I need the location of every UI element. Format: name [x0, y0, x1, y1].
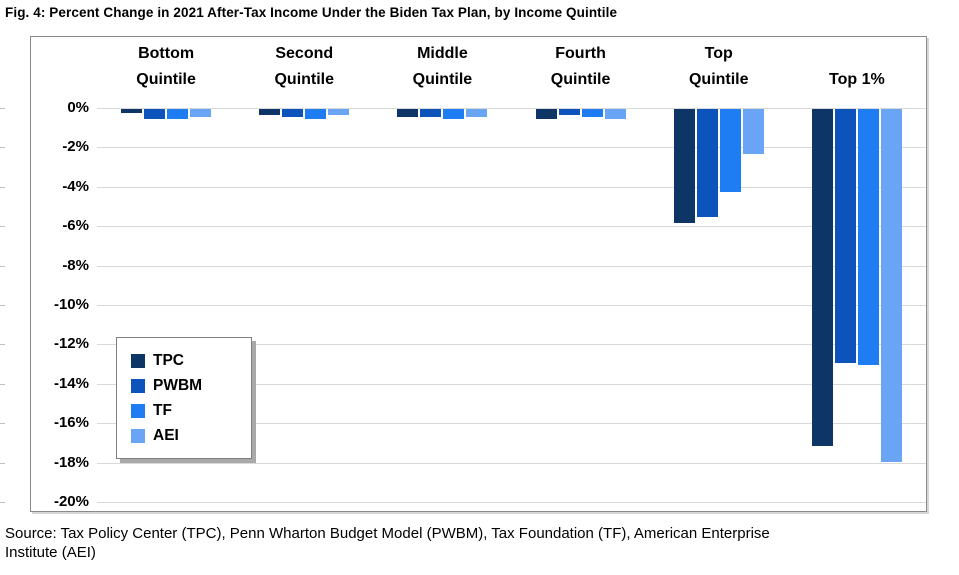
bar-tpc: [121, 109, 143, 113]
category-label: Top 1%: [782, 39, 932, 93]
y-axis-tick: [0, 108, 5, 109]
bar-pwbm: [558, 109, 580, 115]
y-tick-label: -10%: [53, 296, 89, 313]
bar-pwbm: [696, 109, 718, 218]
y-axis-tick: [0, 226, 5, 228]
y-axis-tick: [0, 305, 5, 306]
category-label: Top Quintile: [644, 39, 794, 93]
source-line-1: Source: Tax Policy Center (TPC), Penn Wh…: [5, 525, 770, 542]
gridline: [97, 265, 926, 267]
legend-color-chip: [131, 378, 145, 393]
chart-legend: TPC PWBM TF AEI: [116, 337, 252, 459]
category-label-line: Bottom: [138, 45, 195, 62]
bar-group-fourth-quintile: [535, 109, 626, 119]
legend-item-pwbm: PWBM: [131, 377, 251, 395]
y-tick-label: -16%: [53, 414, 89, 432]
y-tick-label: -18%: [53, 453, 89, 471]
gridline: [97, 108, 926, 109]
bar-group-bottom-quintile: [121, 109, 212, 119]
bar-pwbm: [144, 109, 166, 119]
y-tick-label: -12%: [53, 335, 89, 353]
category-label: Fourth Quintile: [506, 39, 656, 93]
bar-group-top-quintile: [673, 109, 764, 224]
category-label-line: Middle: [417, 45, 468, 62]
chart-title: Fig. 4: Percent Change in 2021 After-Tax…: [5, 5, 618, 20]
bar-aei: [880, 109, 902, 462]
gridline: [97, 462, 926, 464]
bar-tpc: [673, 109, 695, 224]
legend-item-tpc: TPC: [131, 352, 251, 370]
bar-tf: [719, 109, 741, 192]
legend-item-aei: AEI: [131, 427, 251, 445]
legend-color-chip: [131, 403, 145, 418]
y-axis-tick: [0, 383, 5, 385]
bar-pwbm: [834, 109, 856, 364]
category-label-line: Quintile: [412, 71, 473, 88]
bar-tf: [167, 109, 189, 119]
bar-pwbm: [282, 109, 304, 117]
y-axis-tick: [0, 147, 5, 149]
y-tick-label: -20%: [53, 493, 89, 510]
gridline: [97, 186, 926, 188]
y-tick-label: -6%: [62, 217, 89, 235]
bar-aei: [466, 109, 488, 117]
bar-aei: [604, 109, 626, 119]
bar-tf: [305, 109, 327, 119]
bar-group-second-quintile: [259, 109, 350, 119]
y-axis-tick: [0, 186, 5, 188]
category-label: Second Quintile: [229, 39, 379, 93]
legend-color-chip: [131, 428, 145, 443]
bar-aei: [742, 109, 764, 155]
category-label-line: Second: [275, 45, 334, 62]
category-label-line: Fourth: [555, 45, 606, 62]
y-axis-tick: [0, 344, 5, 346]
category-label-line: Top: [704, 45, 733, 62]
bar-group-middle-quintile: [397, 109, 488, 119]
y-axis-tick: [0, 462, 5, 464]
legend-color-chip: [131, 353, 145, 368]
gridline: [97, 383, 926, 385]
category-label-line: Quintile: [136, 71, 196, 88]
gridline: [97, 305, 926, 306]
category-label-line: Quintile: [274, 71, 335, 88]
gridline: [97, 226, 926, 228]
bar-tpc: [811, 109, 833, 446]
bar-pwbm: [420, 109, 442, 117]
bar-tpc: [259, 109, 281, 115]
y-tick-label: -2%: [62, 138, 89, 156]
legend-label: TF: [153, 401, 172, 419]
bar-aei: [328, 109, 350, 115]
source-note: Source: Tax Policy Center (TPC), Penn Wh…: [5, 524, 950, 562]
gridline: [97, 502, 926, 503]
y-axis-tick: [0, 423, 5, 425]
bar-aei: [190, 109, 212, 117]
bar-tf: [443, 109, 465, 119]
y-tick-label: -8%: [62, 256, 89, 274]
gridline: [97, 423, 926, 425]
category-label: Middle Quintile: [367, 39, 517, 93]
category-label-line: Quintile: [550, 71, 611, 88]
source-line-2: Institute (AEI): [5, 544, 96, 561]
gridline: [97, 147, 926, 149]
category-label-line: Quintile: [688, 71, 749, 88]
y-axis-tick: [0, 502, 5, 503]
legend-label: TPC: [153, 351, 184, 369]
plot-area: 0% -2% -4% -6% -8% -10% -12% -14% -16% -18% -20% B…: [30, 36, 927, 512]
legend-label: AEI: [153, 426, 179, 444]
category-label-line: Top 1%: [829, 71, 885, 88]
bar-tf: [581, 109, 603, 117]
category-label: Bottom Quintile: [91, 39, 241, 93]
y-tick-label: -14%: [53, 374, 89, 392]
y-tick-label: -4%: [62, 177, 89, 195]
y-tick-label: 0%: [67, 99, 89, 116]
bar-tpc: [397, 109, 419, 117]
bar-tpc: [535, 109, 557, 119]
bar-group-top-1-: [811, 109, 902, 462]
legend-item-tf: TF: [131, 402, 251, 420]
y-axis-tick: [0, 265, 5, 267]
gridline: [97, 344, 926, 346]
legend-label: PWBM: [153, 376, 203, 394]
bar-tf: [857, 109, 879, 366]
